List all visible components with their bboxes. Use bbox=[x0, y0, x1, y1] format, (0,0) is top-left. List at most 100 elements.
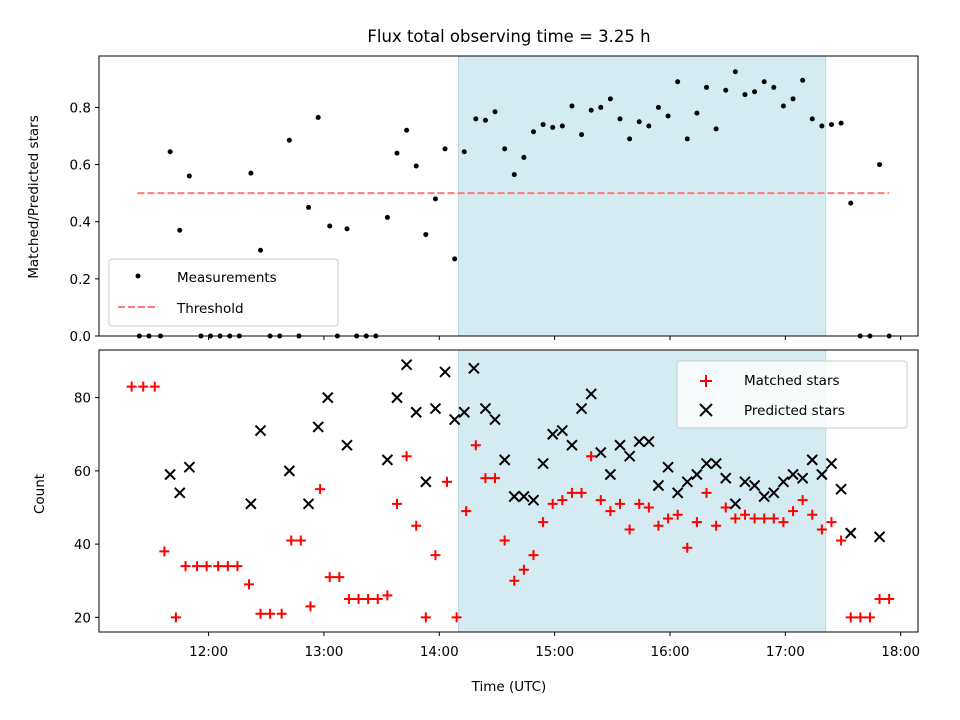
top-legend-box bbox=[108, 258, 339, 327]
matched-star-point bbox=[701, 487, 712, 498]
matched-star-point bbox=[576, 487, 587, 498]
top-y-tick-label: 0.6 bbox=[70, 158, 91, 174]
matched-star-point bbox=[499, 535, 510, 546]
bottom-y-ticks: 20 40 60 80 bbox=[74, 391, 99, 626]
measurement-point bbox=[646, 123, 652, 129]
predicted-star-point bbox=[710, 457, 722, 470]
bottom-legend: Matched stars Predicted stars bbox=[676, 360, 908, 429]
predicted-star-point bbox=[681, 476, 694, 488]
measurement-point bbox=[521, 154, 527, 160]
matched-star-point bbox=[547, 498, 558, 509]
matched-star-point bbox=[451, 612, 462, 623]
measurement-point bbox=[617, 116, 623, 122]
matched-star-point bbox=[401, 451, 412, 462]
matched-star-point bbox=[845, 612, 856, 623]
measurement-point bbox=[752, 89, 758, 95]
matched-star-point bbox=[192, 561, 203, 572]
predicted-star-point bbox=[410, 406, 422, 418]
matched-star-point bbox=[643, 502, 654, 513]
measurement-point bbox=[473, 116, 479, 122]
top-shaded-interval bbox=[458, 55, 827, 337]
measurement-point bbox=[167, 149, 173, 155]
predicted-star-point bbox=[643, 435, 655, 448]
legend-matched-marker bbox=[700, 375, 712, 387]
measurement-point bbox=[684, 136, 690, 142]
bottom-y-axis-label: Count bbox=[32, 474, 48, 514]
measurement-point bbox=[344, 226, 350, 232]
matched-star-point bbox=[759, 513, 770, 524]
matched-star-point bbox=[126, 381, 137, 392]
measurement-point bbox=[665, 113, 671, 119]
predicted-star-point bbox=[527, 494, 540, 506]
measurement-point bbox=[432, 196, 438, 202]
matched-star-point bbox=[663, 513, 674, 524]
x-axis-label: Time (UTC) bbox=[471, 679, 547, 695]
matched-star-point bbox=[595, 495, 606, 506]
measurement-point bbox=[384, 214, 390, 220]
predicted-star-point bbox=[796, 472, 809, 484]
matched-star-point bbox=[653, 520, 664, 531]
predicted-star-point bbox=[322, 391, 334, 404]
predicted-star-point bbox=[283, 465, 296, 477]
measurement-point bbox=[607, 96, 613, 102]
matched-star-point bbox=[243, 579, 254, 590]
measurement-point bbox=[482, 117, 488, 123]
predicted-star-point bbox=[479, 402, 492, 415]
measurement-point bbox=[559, 123, 565, 129]
x-tick-label: 12:00 bbox=[189, 644, 228, 660]
measurement-point bbox=[800, 77, 806, 83]
top-axes-frame bbox=[98, 55, 919, 337]
predicted-star-point bbox=[671, 487, 684, 499]
measurement-point bbox=[655, 104, 661, 110]
predicted-star-point bbox=[575, 402, 588, 415]
bottom-legend-box bbox=[676, 360, 908, 429]
predicted-star-point bbox=[845, 527, 857, 539]
predicted-star-point bbox=[614, 439, 626, 451]
top-legend: Measurements Threshold bbox=[108, 258, 339, 327]
measurement-point bbox=[492, 109, 498, 115]
measurement-point bbox=[675, 79, 681, 85]
matched-star-point bbox=[265, 608, 276, 619]
matched-star-point bbox=[490, 473, 501, 484]
matched-star-point bbox=[816, 524, 827, 535]
bottom-y-tick-label: 80 bbox=[74, 391, 91, 407]
predicted-star-point bbox=[164, 468, 176, 481]
measurement-point bbox=[306, 204, 312, 210]
matched-star-point bbox=[518, 564, 529, 575]
bottom-y-tick-label: 40 bbox=[74, 537, 91, 553]
bottom-y-tick-label: 60 bbox=[74, 464, 91, 480]
predicted-star-point bbox=[835, 483, 847, 495]
matched-star-point bbox=[411, 520, 422, 531]
matched-star-point bbox=[807, 509, 818, 520]
measurement-point bbox=[327, 223, 333, 229]
matched-star-point bbox=[255, 608, 266, 619]
bottom-axes-frame bbox=[98, 349, 919, 633]
matched-star-point bbox=[159, 546, 170, 557]
matched-star-point bbox=[691, 517, 702, 528]
matched-star-point bbox=[768, 513, 779, 524]
measurement-point bbox=[761, 79, 767, 85]
predicted-star-point bbox=[245, 498, 257, 510]
predicted-star-point bbox=[652, 479, 665, 492]
matched-star-point bbox=[749, 513, 760, 524]
measurement-point bbox=[732, 69, 738, 75]
measurement-point bbox=[877, 162, 883, 168]
predicted-star-point bbox=[498, 454, 511, 466]
predicted-star-point bbox=[662, 461, 674, 473]
predicted-star-point bbox=[468, 362, 480, 375]
predicted-star-point bbox=[254, 424, 267, 437]
matched-star-point bbox=[624, 524, 635, 535]
measurement-point bbox=[704, 84, 710, 90]
matched-star-point bbox=[874, 594, 885, 605]
matched-star-point bbox=[353, 594, 364, 605]
x-tick-label: 13:00 bbox=[304, 644, 343, 660]
predicted-star-point bbox=[183, 461, 196, 473]
predicted-star-point bbox=[691, 468, 703, 481]
predicted-star-point bbox=[458, 406, 470, 418]
predicted-star-point bbox=[595, 446, 607, 459]
matched-star-point bbox=[538, 517, 549, 528]
matched-star-point bbox=[634, 498, 645, 509]
matched-star-point bbox=[363, 594, 374, 605]
predicted-star-point bbox=[566, 439, 578, 451]
predicted-star-point bbox=[777, 476, 790, 488]
